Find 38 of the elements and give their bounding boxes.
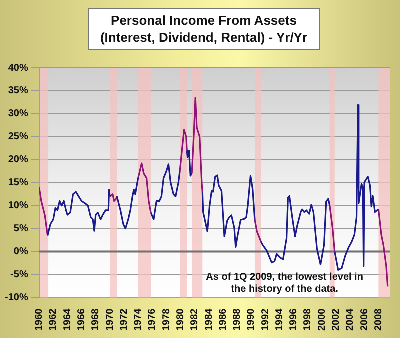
x-tick-label: 2006 xyxy=(359,308,370,332)
x-tick-label: 1968 xyxy=(90,308,102,332)
x-tick-label: 2002 xyxy=(331,308,342,332)
x-tick-label: 1982 xyxy=(190,308,201,332)
x-tick-label: 1974 xyxy=(133,308,144,332)
x-tick-label: 1962 xyxy=(48,308,60,332)
y-tick-label: 35% xyxy=(8,86,28,97)
x-tick-label: 1970 xyxy=(104,308,116,332)
y-tick-label: 5% xyxy=(14,224,28,235)
y-tick-label: 0% xyxy=(14,246,28,258)
y-tick-label: 30% xyxy=(8,108,28,120)
chart-title: Personal Income From Assets (Interest, Dividend, Rental) - Yr/Yr xyxy=(88,8,320,50)
x-tick-label: 1998 xyxy=(302,308,314,332)
y-tick-label: 25% xyxy=(8,132,28,143)
x-tick-label: 1988 xyxy=(232,308,244,332)
y-tick-label: -5% xyxy=(10,270,28,281)
x-tick-label: 1992 xyxy=(260,308,272,332)
annotation: As of 1Q 2009, the lowest level in the history of the data. xyxy=(206,272,364,295)
x-tick-label: 1960 xyxy=(34,308,46,332)
x-tick-label: 1972 xyxy=(118,308,130,332)
x-tick-label: 2004 xyxy=(345,308,356,332)
y-tick-label: 10% xyxy=(8,200,28,212)
x-tick-label: 1994 xyxy=(274,308,286,332)
x-tick-label: 1978 xyxy=(161,308,172,332)
x-tick-label: 1966 xyxy=(76,308,88,332)
y-tick-label: 40% xyxy=(8,62,28,74)
x-tick-label: 1990 xyxy=(246,308,258,332)
x-tick-label: 2008 xyxy=(373,308,384,332)
x-tick-label: 1996 xyxy=(288,308,300,332)
x-tick-label: 1980 xyxy=(175,308,186,332)
x-tick-label: 1976 xyxy=(147,308,158,332)
y-tick-label: -10% xyxy=(4,292,28,304)
y-tick-label: 15% xyxy=(8,178,28,189)
y-tick-label: 20% xyxy=(8,154,28,166)
x-tick-label: 1964 xyxy=(62,308,74,332)
x-tick-label: 1984 xyxy=(204,308,215,332)
x-tick-label: 1986 xyxy=(218,308,229,332)
x-tick-label: 2000 xyxy=(316,308,328,332)
